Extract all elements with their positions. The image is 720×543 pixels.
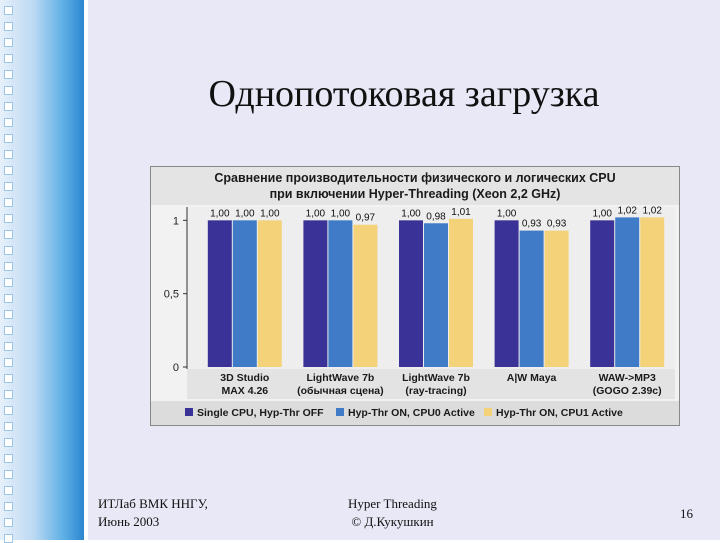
decorative-square <box>4 182 13 191</box>
decorative-square <box>4 150 13 159</box>
legend-swatch <box>484 408 492 416</box>
decorative-square <box>4 342 13 351</box>
data-label: 1,00 <box>260 208 280 219</box>
decorative-square <box>4 214 13 223</box>
decorative-square <box>4 454 13 463</box>
decorative-square <box>4 422 13 431</box>
decorative-square <box>4 198 13 207</box>
data-label: 0,93 <box>547 219 567 230</box>
decorative-square <box>4 38 13 47</box>
chart-container: Сравнение производительности физического… <box>150 166 680 426</box>
decorative-square <box>4 230 13 239</box>
decorative-square <box>4 294 13 303</box>
bar <box>328 220 353 367</box>
x-tick-label: LightWave 7b <box>402 372 470 384</box>
y-tick-label: 1 <box>173 215 179 227</box>
decorative-square <box>4 246 13 255</box>
decorative-square <box>4 6 13 15</box>
footer-left: ИТЛаб ВМК ННГУ, Июнь 2003 <box>98 495 208 531</box>
decorative-square <box>4 326 13 335</box>
decorative-square <box>4 118 13 127</box>
decorative-square <box>4 358 13 367</box>
bar <box>494 220 519 367</box>
decorative-square <box>4 278 13 287</box>
bar <box>303 220 328 367</box>
footer-org: ИТЛаб ВМК ННГУ, <box>98 496 208 511</box>
bar <box>424 223 448 367</box>
decorative-square <box>4 470 13 479</box>
decorative-square <box>4 166 13 175</box>
bar <box>257 220 282 367</box>
data-label: 1,01 <box>451 207 471 218</box>
x-tick-label: WAW->MP3 <box>599 372 656 384</box>
decorative-square <box>4 70 13 79</box>
data-label: 1,00 <box>331 208 351 219</box>
bar <box>232 220 257 367</box>
x-tick-label: MAX 4.26 <box>221 385 268 397</box>
chart-header-band <box>151 167 679 205</box>
chart-title-line2: при включении Hyper-Threading (Xeon 2,2 … <box>270 187 561 201</box>
bar <box>449 218 473 367</box>
footer-middle: Hyper Threading © Д.Кукушкин <box>348 495 437 531</box>
decorative-square <box>4 534 13 543</box>
decorative-square <box>4 86 13 95</box>
decorative-squares <box>0 0 20 543</box>
legend-label: Hyp-Thr ON, CPU0 Active <box>348 407 475 419</box>
x-tick-label: A|W Maya <box>507 372 557 384</box>
legend-band <box>151 401 679 425</box>
decorative-square <box>4 262 13 271</box>
legend-label: Hyp-Thr ON, CPU1 Active <box>496 407 623 419</box>
slide-title: Однопотоковая загрузка <box>208 73 600 115</box>
x-tick-label: 3D Studio <box>220 372 269 384</box>
decorative-square <box>4 310 13 319</box>
bar <box>353 224 378 367</box>
decorative-square <box>4 438 13 447</box>
decorative-square <box>4 390 13 399</box>
bar <box>640 217 665 367</box>
bar <box>399 220 423 367</box>
x-tick-label: (GOGO 2.39c) <box>593 385 662 397</box>
decorative-square <box>4 486 13 495</box>
bar <box>207 220 232 367</box>
x-axis-band <box>187 369 675 399</box>
decorative-square <box>4 22 13 31</box>
decorative-square <box>4 102 13 111</box>
data-label: 1,00 <box>235 208 255 219</box>
x-tick-label: (ray-tracing) <box>405 385 466 397</box>
bar <box>519 230 544 367</box>
footer-author: © Д.Кукушкин <box>351 514 434 529</box>
y-tick-label: 0,5 <box>164 289 179 301</box>
data-label: 1,00 <box>306 208 326 219</box>
decorative-square <box>4 54 13 63</box>
footer-topic: Hyper Threading <box>348 496 437 511</box>
page-number: 16 <box>680 506 693 521</box>
data-label: 1,02 <box>642 205 662 216</box>
data-label: 1,02 <box>617 205 637 216</box>
decorative-square <box>4 518 13 527</box>
decorative-square <box>4 374 13 383</box>
data-label: 1,00 <box>592 208 612 219</box>
chart-title-line1: Сравнение производительности физического… <box>214 171 615 185</box>
x-tick-label: (обычная сцена) <box>297 385 384 397</box>
data-label: 0,97 <box>356 213 376 224</box>
decorative-square <box>4 134 13 143</box>
data-label: 1,00 <box>401 208 421 219</box>
data-label: 1,00 <box>210 208 230 219</box>
legend-swatch <box>336 408 344 416</box>
legend-swatch <box>185 408 193 416</box>
data-label: 0,93 <box>522 219 542 230</box>
footer-date: Июнь 2003 <box>98 514 160 529</box>
y-tick-label: 0 <box>173 362 179 374</box>
data-label: 1,00 <box>497 208 517 219</box>
bar <box>544 230 569 367</box>
decorative-left-strip <box>0 0 84 543</box>
legend-label: Single CPU, Hyp-Thr OFF <box>197 407 324 419</box>
x-tick-label: LightWave 7b <box>306 372 374 384</box>
data-label: 0,98 <box>426 211 446 222</box>
bar <box>615 217 640 367</box>
decorative-square <box>4 406 13 415</box>
decorative-square <box>4 502 13 511</box>
bar <box>590 220 615 367</box>
bar-chart: Сравнение производительности физического… <box>151 167 679 425</box>
